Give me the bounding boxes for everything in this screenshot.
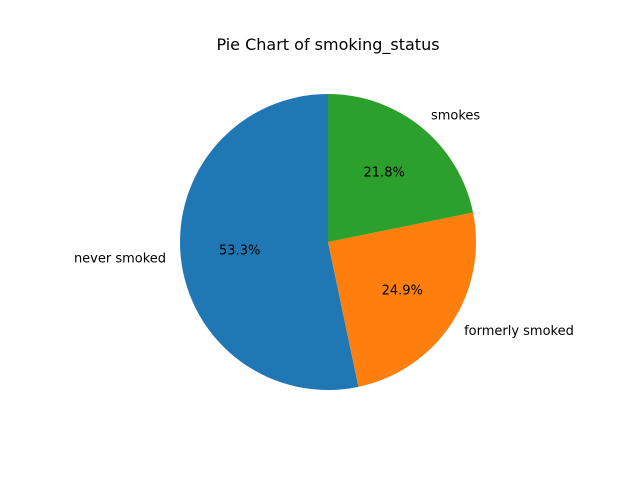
percent-label: 53.3% bbox=[219, 244, 260, 259]
percent-label: 24.9% bbox=[382, 283, 423, 298]
chart-title: Pie Chart of smoking_status bbox=[216, 35, 439, 55]
pie-slice-formerly-smoked bbox=[328, 212, 476, 387]
pie-slice-smokes bbox=[328, 94, 474, 242]
pie-slices bbox=[180, 94, 476, 390]
category-label: smokes bbox=[431, 108, 480, 123]
percent-label: 21.8% bbox=[364, 166, 405, 181]
category-label: never smoked bbox=[74, 251, 166, 266]
category-label: formerly smoked bbox=[464, 324, 574, 339]
pie-labels: never smoked 53.3% formerly smoked 24.9% smo… bbox=[74, 108, 574, 338]
pie-slice-never-smoked bbox=[180, 94, 359, 390]
